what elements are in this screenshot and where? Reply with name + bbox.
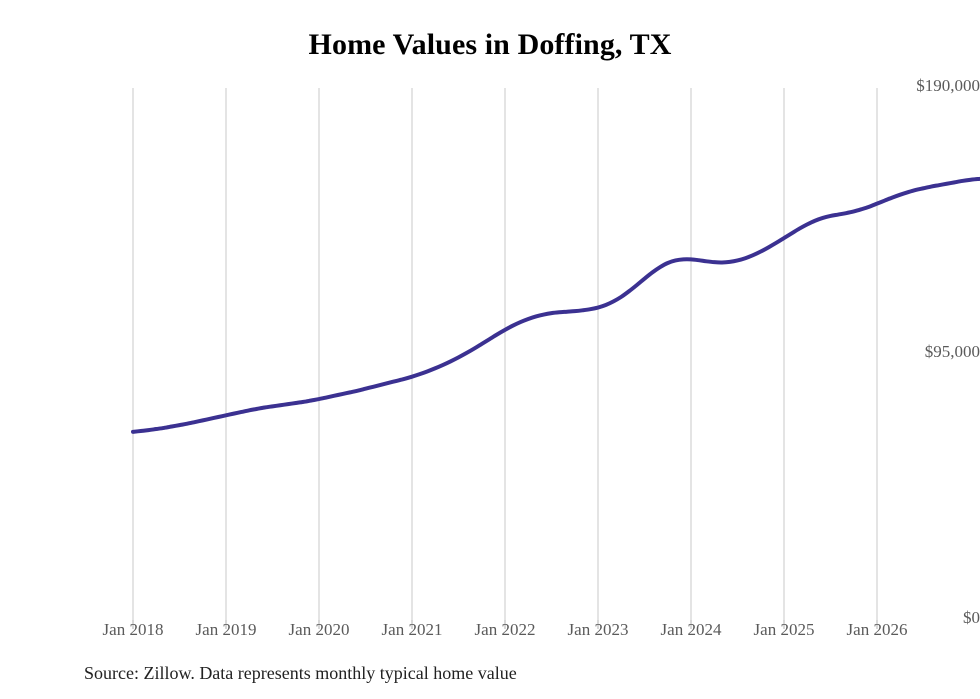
x-axis-tick-label: Jan 2019: [195, 620, 257, 639]
x-axis-tick-label: Jan 2022: [474, 620, 536, 639]
x-axis-tick-label: Jan 2021: [381, 620, 443, 639]
x-axis-tick-label: Jan 2026: [846, 620, 908, 639]
y-axis-tick-mid: $95,000: [924, 342, 980, 361]
x-gridlines: [132, 88, 878, 620]
x-axis-tick-marks: [132, 620, 878, 629]
x-axis-tick-label: Jan 2023: [567, 620, 629, 639]
y-axis-tick-zero: $0: [963, 608, 980, 627]
value-line: [131, 176, 980, 434]
source-note: Source: Zillow. Data represents monthly …: [84, 663, 517, 683]
x-axis-tick-label: Jan 2024: [660, 620, 722, 639]
x-axis-tick-label: Jan 2025: [753, 620, 815, 639]
x-axis-tick-label: Jan 2020: [288, 620, 350, 639]
y-axis-tick-max: $190,000: [916, 76, 980, 95]
chart-title: Home Values in Doffing, TX: [308, 28, 672, 61]
x-axis-tick-label: Jan 2018: [102, 620, 164, 639]
